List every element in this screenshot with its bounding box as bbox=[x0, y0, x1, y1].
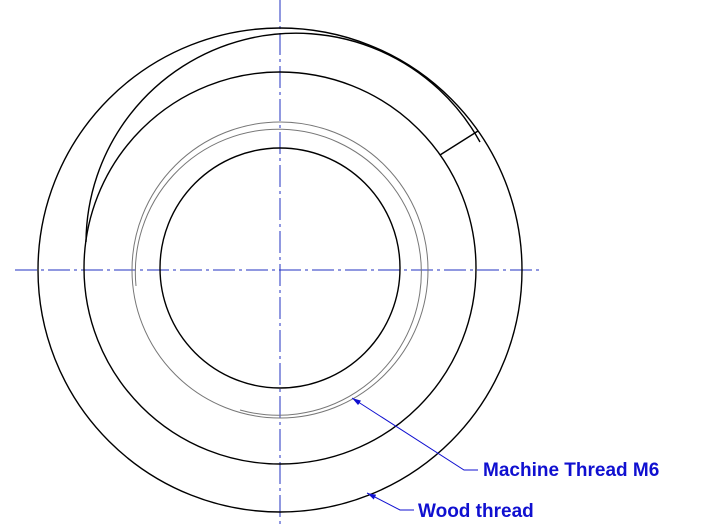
machine-thread-spiral bbox=[134, 128, 422, 416]
wood-thread-spiral bbox=[85, 32, 481, 243]
machine-thread-leader bbox=[351, 397, 478, 471]
inner-circle bbox=[159, 147, 401, 389]
thread-end-line bbox=[439, 130, 479, 156]
middle-circle bbox=[83, 71, 477, 465]
machine-thread-label: Machine Thread M6 bbox=[483, 460, 659, 481]
outer-circle bbox=[37, 27, 523, 513]
wood-thread-leader bbox=[366, 492, 414, 511]
wood-thread-label: Wood thread bbox=[418, 501, 534, 522]
thread-circle bbox=[131, 121, 429, 419]
